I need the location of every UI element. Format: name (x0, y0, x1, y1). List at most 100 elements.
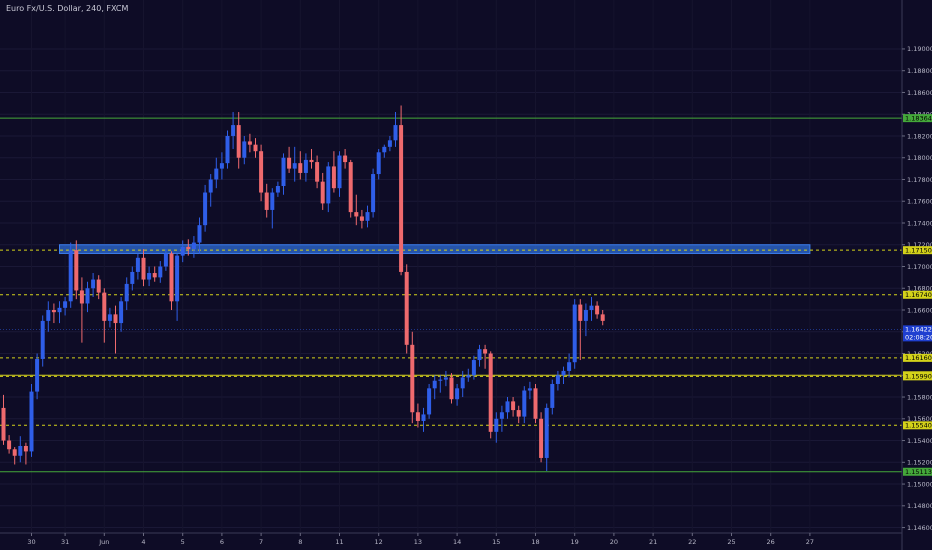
candle (152, 266, 157, 282)
candle-body (292, 163, 297, 169)
candle (119, 296, 124, 332)
candle (466, 368, 471, 382)
candle-body (483, 349, 488, 354)
candle (113, 305, 118, 354)
candle-body (371, 174, 376, 213)
candle (135, 253, 140, 280)
x-tick-label: 26 (767, 538, 775, 546)
candle-body (460, 377, 465, 389)
candle-body (387, 140, 392, 147)
candle (527, 381, 532, 400)
x-tick-label: 5 (181, 538, 185, 546)
candle (225, 130, 230, 169)
candle-body (158, 266, 163, 278)
candle-body (555, 375, 560, 384)
candle (600, 310, 605, 326)
candle (23, 442, 28, 465)
candle-body (449, 377, 454, 400)
candle (488, 351, 493, 439)
candle (292, 146, 297, 182)
chart-title: Euro Fx/U.S. Dollar, 240, FXCM (6, 4, 129, 13)
candle (186, 239, 191, 256)
zone-layer (59, 244, 811, 254)
candle-body (505, 401, 510, 413)
candle (572, 299, 577, 369)
candle (219, 152, 224, 180)
candle (18, 436, 23, 463)
candle (315, 155, 320, 189)
x-tick-label: 31 (61, 538, 69, 546)
candle-body (382, 146, 387, 153)
candle-body (516, 410, 521, 417)
candle-body (18, 445, 23, 456)
price-tag-bg (903, 421, 932, 430)
x-tick-label: 30 (27, 538, 35, 546)
y-tick-label: 1.17600 (907, 198, 932, 206)
candle (331, 151, 336, 193)
candles (1, 105, 605, 471)
candle (522, 386, 527, 424)
candle-body (359, 216, 364, 221)
candle (544, 403, 549, 471)
candle (511, 397, 516, 417)
candle (214, 157, 219, 189)
y-tick-label: 1.15400 (907, 437, 932, 445)
candle-body (197, 225, 202, 243)
candle-body (130, 271, 135, 284)
candle (158, 261, 163, 283)
candle-body (287, 157, 292, 169)
candle-body (583, 310, 588, 321)
candle-body (438, 379, 443, 381)
candle (432, 375, 437, 400)
candle-body (315, 162, 320, 182)
candle-body (219, 163, 224, 169)
candle-body (578, 304, 583, 321)
candle (589, 296, 594, 321)
candle-body (147, 273, 152, 280)
candle (555, 370, 560, 391)
candle (337, 151, 342, 197)
price-tag-bg (903, 290, 932, 299)
candle-body (427, 388, 432, 415)
y-tick-label: 1.17200 (907, 241, 932, 249)
x-tick-label: 13 (414, 538, 422, 546)
candle-body (124, 283, 129, 302)
x-tick-label: 22 (688, 538, 696, 546)
candle (259, 144, 264, 202)
candle (516, 405, 521, 424)
candle-body (225, 135, 230, 164)
candle (309, 149, 314, 169)
candle (443, 370, 448, 387)
candle-body (421, 414, 426, 421)
candle-body (567, 362, 572, 371)
candle-body (309, 159, 314, 163)
y-tick-label: 1.17000 (907, 263, 932, 271)
candle-body (180, 246, 185, 256)
candle-body (393, 125, 398, 141)
candle-body (163, 253, 168, 267)
candle-body (141, 257, 146, 280)
candle (404, 264, 409, 354)
candle (410, 331, 415, 424)
candle-body (432, 380, 437, 389)
candle-body (455, 388, 460, 400)
y-tick-label: 1.14800 (907, 502, 932, 510)
candle (12, 447, 17, 465)
candle-body (410, 344, 415, 413)
candle-body (477, 349, 482, 361)
candle-body (544, 407, 549, 458)
candle (533, 383, 538, 424)
candle-body (561, 370, 566, 376)
candle-body (40, 320, 45, 359)
bar-countdown-label: 02:08:20 (905, 333, 932, 341)
candle (393, 112, 398, 147)
candle (29, 383, 34, 457)
candle (387, 135, 392, 152)
y-tick-label: 1.17800 (907, 176, 932, 184)
candle (421, 407, 426, 432)
candle (595, 301, 600, 319)
candle (79, 277, 84, 343)
candle-body (113, 314, 118, 324)
